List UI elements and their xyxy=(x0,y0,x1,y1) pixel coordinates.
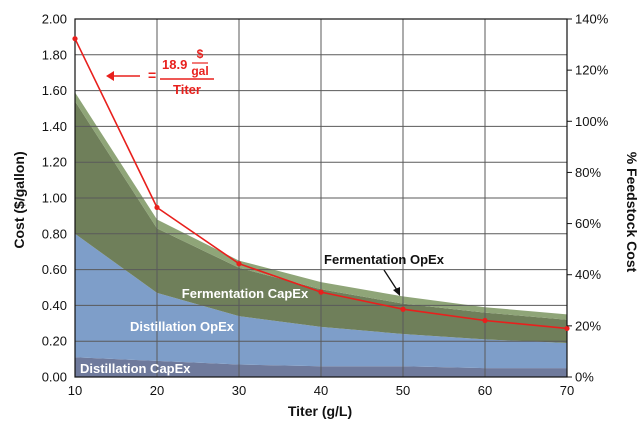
y2-tick-label: 120% xyxy=(575,63,609,78)
data-point xyxy=(400,306,406,312)
formula-numerator-value: 18.9 xyxy=(162,57,187,72)
y2-tick-label: 140% xyxy=(575,12,609,27)
tick-labels: 0.00 0.20 0.40 0.60 0.80 1.00 1.20 1.40 1.60 1.80… xyxy=(42,12,609,399)
y2-tick-label: 20% xyxy=(575,318,601,333)
y2-tick-label: 60% xyxy=(575,216,601,231)
y-tick-label: 0.00 xyxy=(42,370,67,385)
x-axis-title: Titer (g/L) xyxy=(288,403,352,419)
y2-tick-label: 100% xyxy=(575,114,609,129)
x-tick-label: 40 xyxy=(314,383,328,398)
data-point xyxy=(564,325,570,332)
area-distillation-opex xyxy=(75,233,567,369)
callout-arrowhead xyxy=(393,287,400,296)
y-tick-label: 2.00 xyxy=(42,12,67,27)
formula-annotation: = 18.9 $ gal Titer xyxy=(106,47,214,97)
x-tick-label: 10 xyxy=(68,383,82,398)
y2-tick-label: 40% xyxy=(575,267,601,282)
y-tick-label: 1.20 xyxy=(42,155,67,170)
x-tick-label: 30 xyxy=(232,383,246,398)
formula-arrowhead xyxy=(106,71,114,81)
formula-equals: = xyxy=(148,67,156,83)
formula-unit-bottom: gal xyxy=(191,64,208,78)
y2-tick-label: 0% xyxy=(575,370,594,385)
y2-axis-title: % Feedstock Cost xyxy=(624,152,638,273)
y-tick-label: 1.60 xyxy=(42,83,67,98)
data-point xyxy=(318,289,324,295)
x-tick-label: 70 xyxy=(560,383,574,398)
x-tick-label: 50 xyxy=(396,383,410,398)
y-tick-label: 1.40 xyxy=(42,119,67,134)
data-point xyxy=(72,36,78,42)
y-tick-label: 0.60 xyxy=(42,262,67,277)
area-fermentation-capex xyxy=(75,101,567,343)
y-tick-label: 0.40 xyxy=(42,298,67,313)
y-tick-label: 1.80 xyxy=(42,47,67,62)
y-tick-label: 0.20 xyxy=(42,334,67,349)
area-label-fermentation-capex: Fermentation CapEx xyxy=(182,286,309,301)
area-labels: Distillation CapEx Distillation OpEx Ferme… xyxy=(80,252,445,376)
y-tick-label: 1.00 xyxy=(42,191,67,206)
data-point xyxy=(154,204,160,211)
formula-unit-top: $ xyxy=(197,47,204,61)
grid-lines xyxy=(74,18,568,378)
plot-frame xyxy=(74,18,568,378)
callout-arrow xyxy=(383,269,398,291)
area-label-distillation-opex: Distillation OpEx xyxy=(130,319,235,334)
data-point xyxy=(236,261,242,267)
formula-denominator: Titer xyxy=(173,82,201,97)
y2-tick-label: 80% xyxy=(575,165,601,180)
fermentation-opex-callout xyxy=(383,269,400,296)
area-label-fermentation-opex: Fermentation OpEx xyxy=(324,252,445,267)
y-axis-title: Cost ($/gallon) xyxy=(11,151,27,248)
area-label-distillation-capex: Distillation CapEx xyxy=(80,361,191,376)
data-point xyxy=(482,317,488,324)
y-tick-label: 0.80 xyxy=(42,226,67,241)
x-tick-label: 60 xyxy=(478,383,492,398)
feedstock-cost-line xyxy=(72,36,570,332)
x-tick-label: 20 xyxy=(150,383,164,398)
